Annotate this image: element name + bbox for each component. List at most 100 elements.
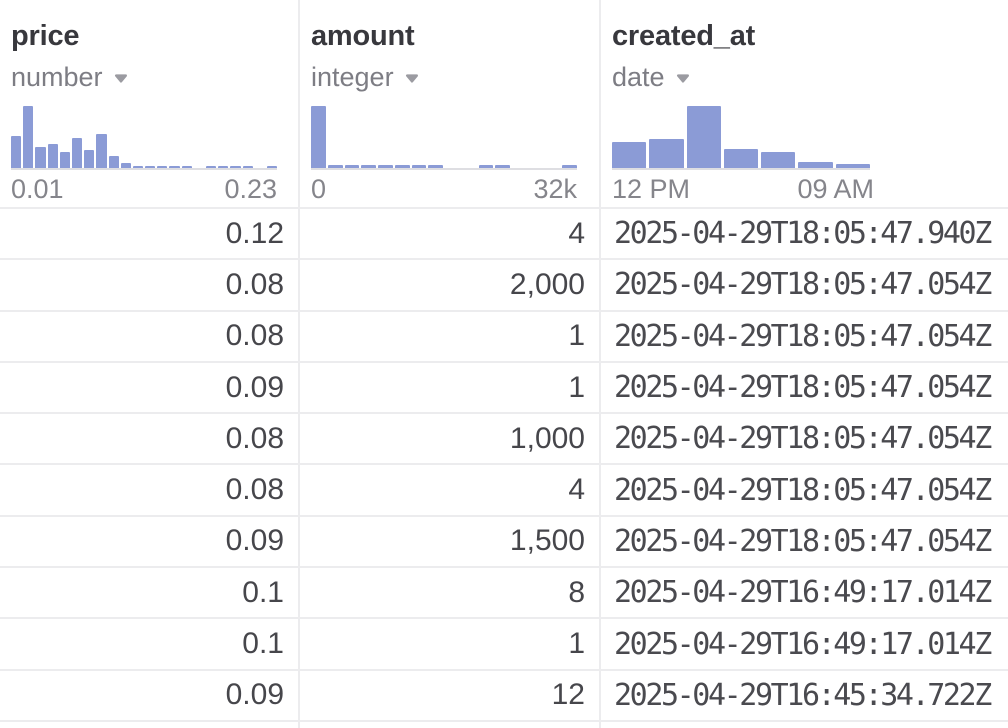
table-cell-amount[interactable]: 2,000 <box>300 260 599 312</box>
histogram-bar <box>835 164 870 168</box>
table-cell-created_at[interactable]: 2025-04-29T16:49:17.014Z <box>601 568 1008 620</box>
table-cell-amount[interactable]: 1 <box>300 619 599 671</box>
histogram-bar <box>218 166 229 168</box>
table-cell-price[interactable]: 0.1 <box>0 619 298 671</box>
histogram-bar <box>71 138 83 168</box>
column-title[interactable]: created_at <box>612 20 756 52</box>
table-cell-created_at[interactable]: 2025-04-29T16:45:34.722Z <box>601 671 1008 722</box>
table-cell-created_at[interactable]: 2025-04-29T18:05:47.054Z <box>601 517 1008 569</box>
histogram-bar <box>495 165 510 168</box>
table-cell-amount[interactable]: 1 <box>300 312 599 363</box>
histogram-price[interactable] <box>11 106 278 170</box>
histogram-bar <box>562 165 577 168</box>
column-cells-price: 0.12 0.08 0.08 0.09 0.08 0.08 0.09 0.1 0.1 0.09 <box>0 209 298 722</box>
histogram-bar <box>411 165 427 168</box>
column-cells-created-at: 2025-04-29T18:05:47.940Z 2025-04-29T18:05… <box>601 209 1008 722</box>
histogram-bar <box>11 136 22 168</box>
histogram-bar <box>649 139 684 168</box>
column-price: price number 0.01 0.23 0.12 0.08 0.08 0.09 0… <box>0 0 298 728</box>
table-cell-created_at[interactable]: 2025-04-29T18:05:47.054Z <box>601 414 1008 466</box>
histogram-bar <box>145 166 156 168</box>
histogram-min-label: 0.01 <box>11 174 64 204</box>
column-type-label: number <box>11 62 103 92</box>
column-type-dropdown[interactable]: integer <box>311 61 419 93</box>
histogram-bar <box>311 106 326 168</box>
table-cell-amount[interactable]: 1,000 <box>300 414 599 466</box>
table-cell-created_at[interactable]: 2025-04-29T18:05:47.054Z <box>601 312 1008 363</box>
histogram-bar <box>59 152 70 168</box>
histogram-max-label: 0.23 <box>224 174 277 204</box>
histogram-bar <box>723 149 759 168</box>
histogram-bar <box>47 144 58 168</box>
histogram-bar <box>96 134 107 168</box>
table-cell-amount[interactable]: 1 <box>300 363 599 415</box>
table-cell-price[interactable]: 0.1 <box>0 568 298 620</box>
histogram-bar <box>361 165 376 168</box>
table-cell-amount[interactable]: 4 <box>300 209 599 261</box>
histogram-bar <box>686 106 721 168</box>
histogram-bar <box>761 152 796 168</box>
histogram-bar <box>327 165 343 168</box>
histogram-bar <box>344 165 360 168</box>
histogram-bar <box>428 165 443 168</box>
histogram-created-at[interactable] <box>612 106 870 170</box>
table-cell-price[interactable]: 0.08 <box>0 260 298 312</box>
table-cell-price[interactable]: 0.12 <box>0 209 298 261</box>
table-cell-created_at[interactable]: 2025-04-29T18:05:47.054Z <box>601 465 1008 517</box>
column-header-price: price number 0.01 0.23 <box>0 0 298 209</box>
histogram-max-label: 09 AM <box>797 174 874 204</box>
column-created-at: created_at date 12 PM 09 AM 2025-04-29T1… <box>599 0 1008 728</box>
chevron-down-icon <box>405 74 418 83</box>
chevron-down-icon <box>676 74 689 83</box>
histogram-amount[interactable] <box>311 106 577 170</box>
histogram-bar <box>478 165 494 168</box>
histogram-min-label: 12 PM <box>612 174 691 204</box>
histogram-bar <box>120 163 131 168</box>
histogram-bar <box>230 166 241 168</box>
table-cell-price[interactable]: 0.08 <box>0 414 298 466</box>
histogram-bar <box>35 147 46 168</box>
column-title[interactable]: amount <box>311 20 415 52</box>
column-type-dropdown[interactable]: date <box>612 61 690 93</box>
histogram-bar <box>84 150 95 168</box>
histogram-bar <box>798 162 833 168</box>
column-cells-amount: 4 2,000 1 1 1,000 4 1,500 8 1 12 <box>300 209 599 722</box>
table-cell-price[interactable]: 0.09 <box>0 671 298 722</box>
histogram-bar <box>206 166 217 168</box>
table-cell-amount[interactable]: 8 <box>300 568 599 620</box>
column-header-amount: amount integer 0 32k <box>300 0 599 209</box>
table-cell-price[interactable]: 0.09 <box>0 363 298 415</box>
table-cell-amount[interactable]: 1,500 <box>300 517 599 569</box>
column-type-dropdown[interactable]: number <box>11 61 128 93</box>
histogram-axis-labels: 0 32k <box>311 174 577 205</box>
table-cell-created_at[interactable]: 2025-04-29T16:49:17.014Z <box>601 619 1008 671</box>
histogram-bar <box>266 166 278 168</box>
column-header-created-at: created_at date 12 PM 09 AM <box>601 0 1008 209</box>
table-cell-created_at[interactable]: 2025-04-29T18:05:47.054Z <box>601 260 1008 312</box>
histogram-axis-labels: 0.01 0.23 <box>11 174 277 205</box>
histogram-bar <box>612 142 647 168</box>
histogram-min-label: 0 <box>311 174 327 204</box>
histogram-max-label: 32k <box>533 174 577 204</box>
table-cell-created_at[interactable]: 2025-04-29T18:05:47.054Z <box>601 363 1008 415</box>
histogram-bar <box>132 166 144 168</box>
histogram-bar <box>378 165 393 168</box>
table-cell-created_at[interactable]: 2025-04-29T18:05:47.940Z <box>601 209 1008 261</box>
table-cell-amount[interactable]: 4 <box>300 465 599 517</box>
histogram-axis-labels: 12 PM 09 AM <box>612 174 874 205</box>
histogram-bar <box>23 106 34 168</box>
table-cell-price[interactable]: 0.08 <box>0 465 298 517</box>
column-title[interactable]: price <box>11 20 80 52</box>
table-cell-price[interactable]: 0.08 <box>0 312 298 363</box>
table-cell-price[interactable]: 0.09 <box>0 517 298 569</box>
column-type-label: date <box>612 62 665 92</box>
histogram-bar <box>181 166 192 168</box>
histogram-bar <box>169 166 180 168</box>
histogram-bar <box>108 156 119 168</box>
column-type-label: integer <box>311 62 394 92</box>
column-amount: amount integer 0 32k 4 2,000 1 1 1,000 4 1,500… <box>298 0 599 728</box>
histogram-bar <box>242 166 253 168</box>
chevron-down-icon <box>114 74 127 83</box>
table-cell-amount[interactable]: 12 <box>300 671 599 722</box>
